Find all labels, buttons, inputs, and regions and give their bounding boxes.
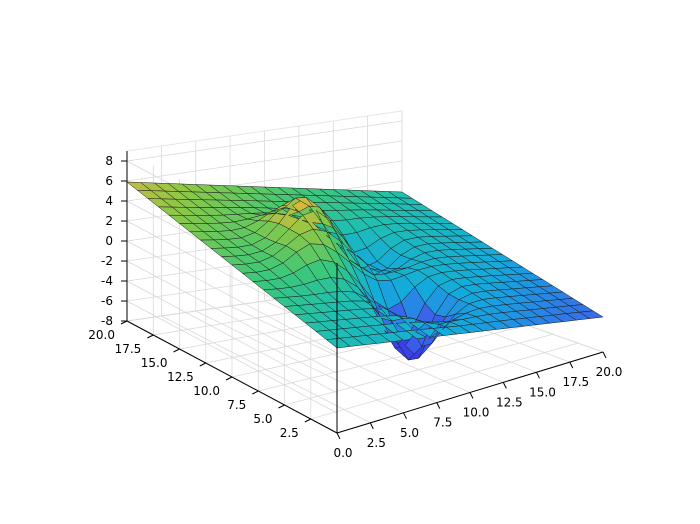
y-tick-mark <box>173 348 180 353</box>
x-tick-mark <box>369 422 374 430</box>
x-tick-mark <box>336 432 341 440</box>
y-tick-label: 17.5 <box>115 342 142 356</box>
x-tick-label: 20.0 <box>596 365 623 379</box>
y-tick-mark <box>147 334 154 339</box>
x-tick-mark <box>569 361 574 369</box>
x-tick-label: 10.0 <box>463 406 490 420</box>
z-tick-label: -2 <box>101 254 113 268</box>
x-tick-label: 0.0 <box>333 446 352 460</box>
y-tick-label: 2.5 <box>280 426 299 440</box>
z-tick-label: 4 <box>105 194 113 208</box>
y-tick-mark <box>252 390 259 395</box>
z-tick-label: -4 <box>101 274 113 288</box>
axes: 0.02.55.07.510.012.515.017.520.02.55.07.… <box>88 151 622 460</box>
z-tick-label: 0 <box>105 234 113 248</box>
y-tick-label: 7.5 <box>227 398 246 412</box>
x-tick-mark <box>502 382 507 389</box>
x-tick-mark <box>436 402 441 409</box>
z-tick-label: -6 <box>101 294 113 308</box>
x-tick-label: 7.5 <box>433 416 452 430</box>
z-tick-label: 6 <box>105 174 113 188</box>
x-tick-mark <box>469 392 474 399</box>
y-tick-label: 5.0 <box>253 412 272 426</box>
x-tick-mark <box>536 372 540 379</box>
y-tick-mark <box>225 376 233 381</box>
x-tick-label: 2.5 <box>367 436 386 450</box>
x-tick-label: 15.0 <box>529 385 556 399</box>
x-tick-mark <box>403 412 407 420</box>
z-tick-label: -8 <box>101 314 113 328</box>
x-tick-label: 5.0 <box>400 426 419 440</box>
y-tick-mark <box>278 404 285 409</box>
x-tick-mark <box>602 351 607 359</box>
z-tick-label: 2 <box>105 214 113 228</box>
y-tick-mark <box>304 418 312 423</box>
z-tick-label: 8 <box>105 154 113 168</box>
y-tick-label: 10.0 <box>193 384 220 398</box>
x-tick-label: 17.5 <box>562 375 589 389</box>
surface-mesh <box>126 181 604 361</box>
y-tick-label: 15.0 <box>141 356 168 370</box>
surface-facet <box>579 310 604 319</box>
y-tick-label: 20.0 <box>88 328 115 342</box>
x-tick-label: 12.5 <box>496 395 523 409</box>
y-tick-label: 12.5 <box>167 370 194 384</box>
y-tick-mark <box>199 362 207 367</box>
